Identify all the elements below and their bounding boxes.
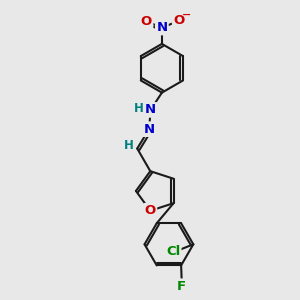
Text: O: O [145,204,156,217]
Text: N: N [143,123,155,136]
Text: F: F [177,280,186,293]
Text: H: H [124,139,134,152]
Text: O: O [141,15,152,28]
Text: −: − [182,10,191,20]
Text: N: N [156,21,167,34]
Text: Cl: Cl [166,245,180,258]
Text: N: N [145,103,156,116]
Text: H: H [134,102,144,115]
Text: O: O [173,14,184,27]
